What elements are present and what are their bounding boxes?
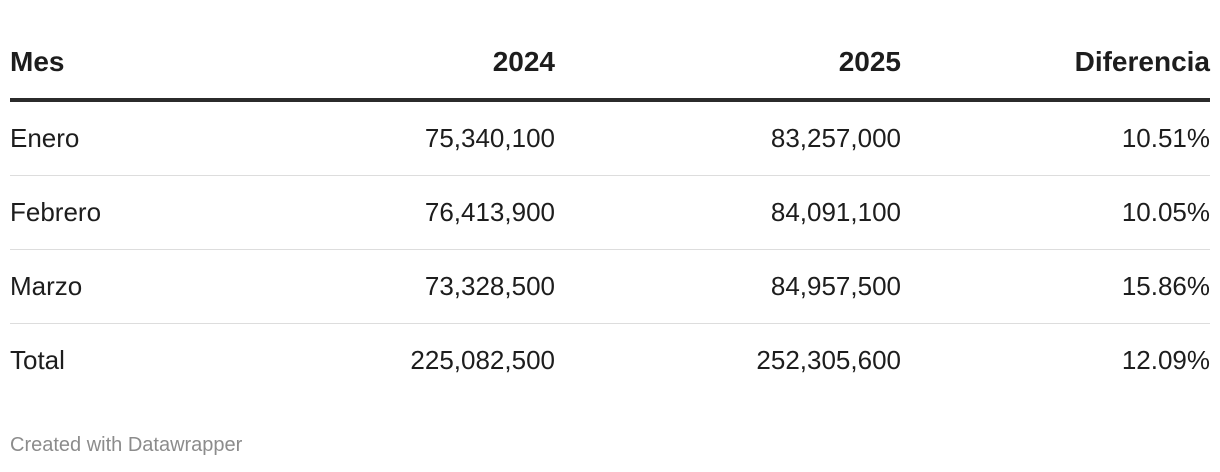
cell-diferencia: 15.86%	[901, 249, 1210, 324]
table-header-row: Mes 2024 2025 Diferencia	[10, 26, 1210, 102]
datawrapper-credit: Created with Datawrapper	[10, 434, 243, 456]
cell-diferencia: 12.09%	[1121, 345, 1210, 375]
table-row-total: Total 225,082,500 252,305,600 12.09%	[10, 324, 1210, 398]
cell-2025: 252,305,600	[756, 345, 901, 375]
column-header-diferencia: Diferencia	[901, 26, 1210, 102]
cell-mes: Enero	[10, 100, 210, 176]
data-table-container: Mes 2024 2025 Diferencia Enero 75,340,10…	[10, 26, 1210, 397]
cell-2024: 225,082,500	[410, 345, 555, 375]
table-row: Febrero 76,413,900 84,091,100 10.05%	[10, 175, 1210, 250]
column-header-mes: Mes	[10, 26, 210, 102]
cell-2025: 84,957,500	[555, 249, 901, 324]
cell-mes: Total	[10, 345, 65, 375]
column-header-2025: 2025	[555, 26, 901, 102]
cell-2024: 76,413,900	[210, 175, 555, 250]
table-row: Enero 75,340,100 83,257,000 10.51%	[10, 100, 1210, 176]
data-table: Mes 2024 2025 Diferencia Enero 75,340,10…	[10, 26, 1210, 397]
cell-2025: 84,091,100	[555, 175, 901, 250]
column-header-2024: 2024	[210, 26, 555, 102]
cell-mes: Febrero	[10, 175, 210, 250]
cell-mes: Marzo	[10, 249, 210, 324]
cell-2025: 83,257,000	[555, 100, 901, 176]
cell-diferencia: 10.05%	[901, 175, 1210, 250]
table-row: Marzo 73,328,500 84,957,500 15.86%	[10, 249, 1210, 324]
cell-diferencia: 10.51%	[901, 100, 1210, 176]
cell-2024: 75,340,100	[210, 100, 555, 176]
cell-2024: 73,328,500	[210, 249, 555, 324]
